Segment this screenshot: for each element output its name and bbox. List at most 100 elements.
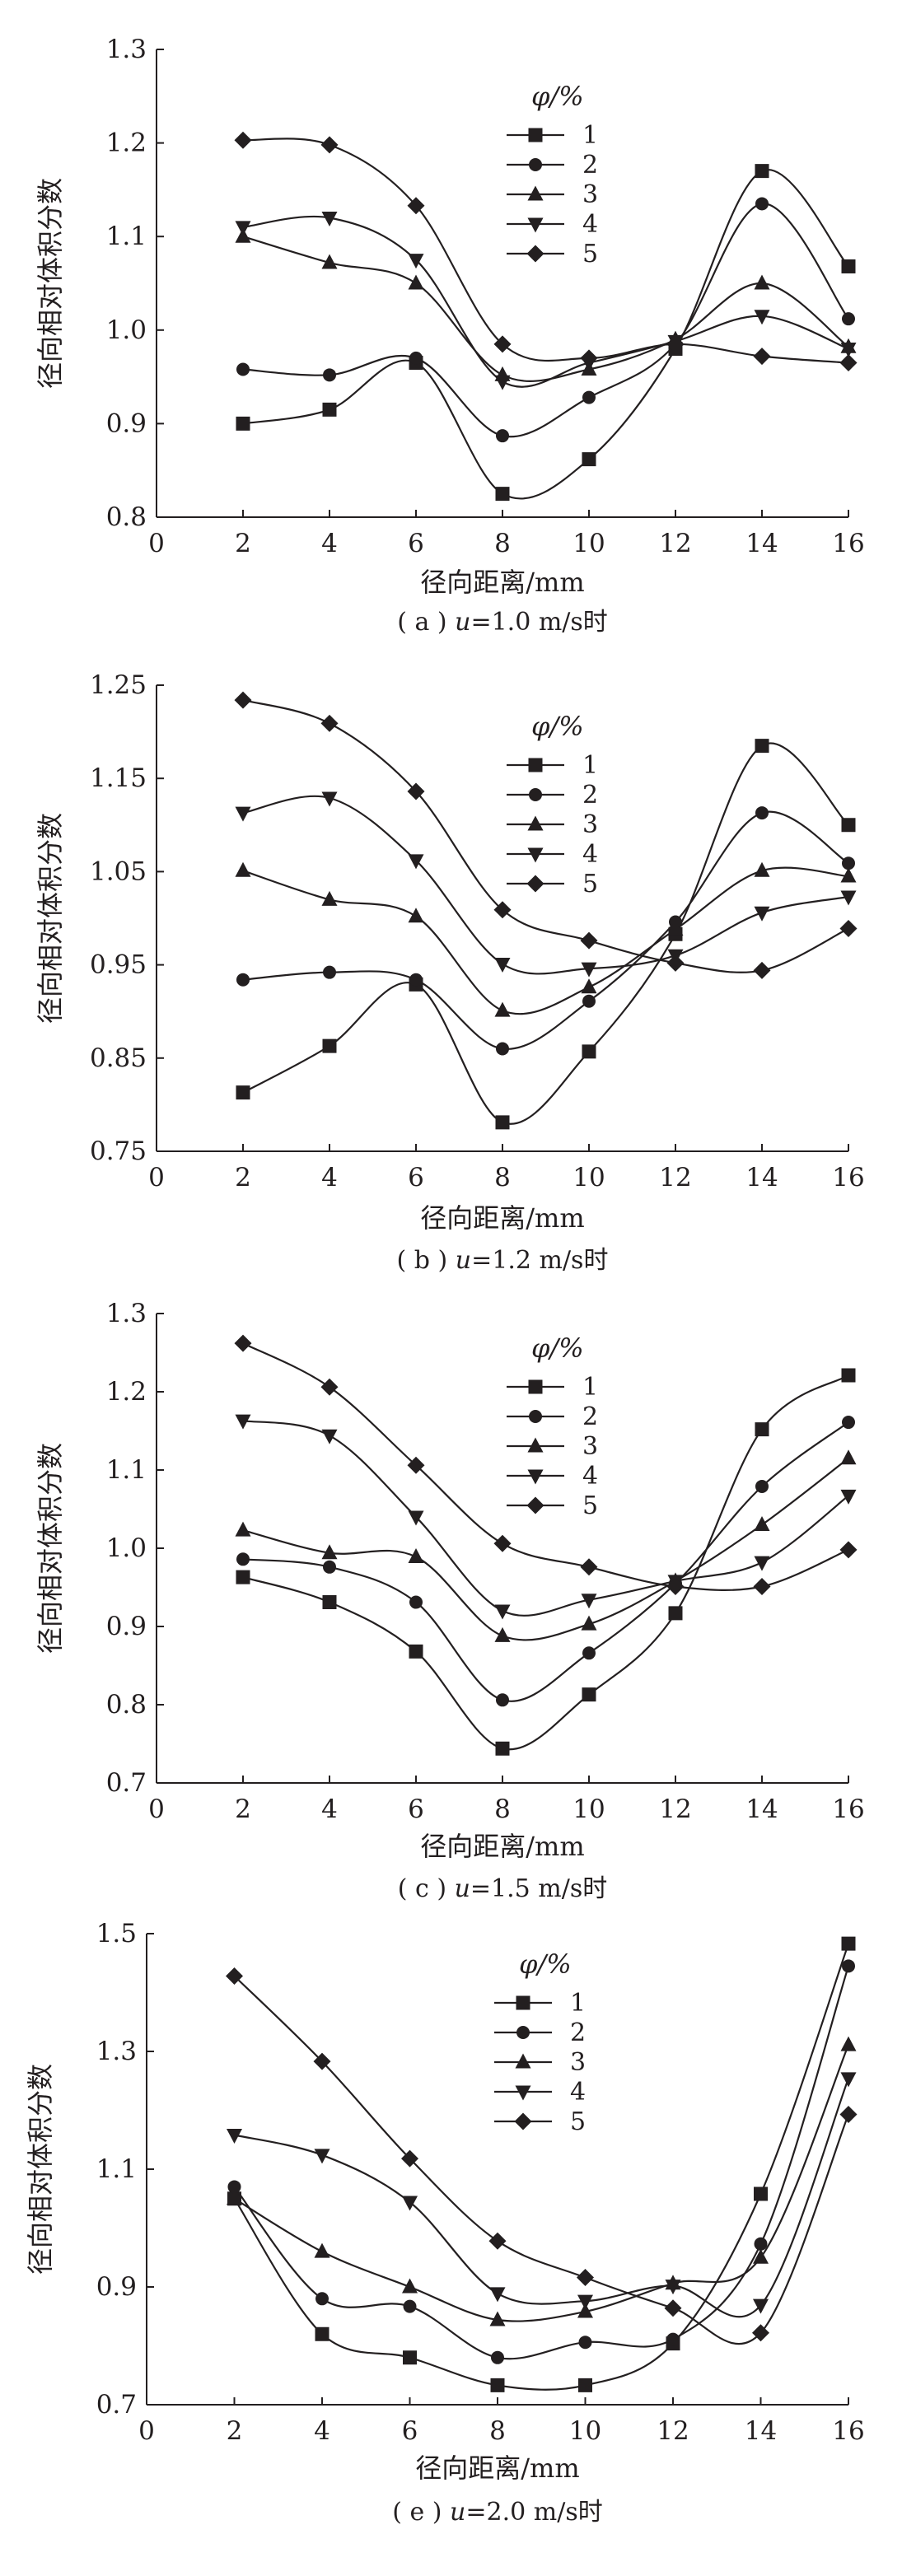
x-tick-label: 6: [402, 2416, 418, 2446]
legend-marker: [526, 1496, 544, 1514]
series-line-5: [242, 138, 849, 364]
legend-label: 5: [582, 1491, 598, 1520]
data-point-2: [842, 856, 855, 870]
y-tick-label: 1.1: [96, 2154, 137, 2184]
data-point-3: [754, 1516, 770, 1531]
x-tick-label: 10: [569, 2416, 601, 2446]
x-tick-label: 16: [832, 2416, 864, 2446]
caption-part: =2.0 m/s时: [465, 2498, 602, 2527]
x-tick-label: 4: [321, 529, 338, 558]
series-1: [236, 1368, 856, 1756]
series-line-5: [233, 1975, 850, 2345]
legend-label: 1: [582, 1373, 598, 1402]
series-line-3: [242, 866, 849, 1015]
x-tick-label: 12: [657, 2416, 689, 2446]
x-axis-label: 径向距离/mm: [420, 1831, 584, 1862]
series-1: [227, 1936, 856, 2392]
data-point-5: [580, 931, 598, 950]
data-point-1: [754, 2186, 768, 2201]
chart-panel-1: 0 2 4 6 8 10 12 14 160.80.91.01.11.21.3径向相对体积分数径…: [35, 35, 865, 637]
legend-marker: [528, 128, 543, 142]
data-point-2: [409, 351, 423, 365]
series-line-2: [242, 1421, 849, 1702]
legend-label: 3: [582, 810, 598, 839]
series-4: [235, 791, 857, 978]
legend-label: 1: [582, 121, 598, 150]
data-point-2: [236, 973, 250, 987]
legend-marker: [514, 2112, 532, 2130]
data-point-3: [840, 867, 857, 883]
x-tick-label: 2: [235, 1794, 251, 1824]
data-point-4: [840, 890, 857, 906]
panel-caption: ( c ) u=1.5 m/s时: [398, 1874, 608, 1903]
legend-label: 2: [582, 781, 598, 810]
data-point-1: [409, 1644, 423, 1659]
x-tick-label: 6: [408, 529, 424, 558]
legend-marker: [528, 758, 543, 772]
data-point-4: [314, 2149, 330, 2164]
data-point-5: [313, 2052, 331, 2070]
data-point-2: [755, 806, 769, 820]
data-point-3: [235, 861, 251, 877]
data-point-4: [402, 2196, 418, 2211]
data-point-4: [665, 2280, 681, 2295]
data-point-2: [403, 2299, 417, 2313]
data-point-5: [666, 954, 685, 972]
y-tick-label: 1.25: [90, 670, 147, 700]
caption-part: ( c ): [398, 1874, 455, 1903]
chart-panel-3: 0 2 4 6 8 10 12 14 160.70.80.91.01.11.21.3径向相对体积…: [35, 1299, 865, 1903]
data-point-2: [755, 1479, 769, 1493]
series-line-2: [242, 203, 849, 438]
caption-part: =1.2 m/s时: [471, 1246, 608, 1275]
data-point-4: [577, 2294, 593, 2310]
series-3: [235, 861, 857, 1017]
x-tick-label: 2: [227, 2416, 243, 2446]
data-point-4: [227, 2129, 242, 2144]
data-point-4: [754, 310, 770, 325]
legend-marker: [526, 875, 544, 893]
data-point-5: [839, 919, 858, 937]
x-tick-label: 8: [494, 529, 511, 558]
x-tick-label: 10: [572, 529, 605, 558]
data-point-1: [403, 2350, 417, 2365]
data-point-2: [236, 362, 250, 376]
y-axis-label: 径向相对体积分数: [35, 1443, 66, 1654]
data-point-3: [494, 1001, 511, 1017]
x-tick-label: 12: [659, 529, 691, 558]
data-point-1: [841, 818, 856, 833]
data-point-5: [839, 2106, 858, 2124]
data-point-1: [668, 1606, 683, 1621]
panel-caption: ( a ) u=1.0 m/s时: [397, 608, 608, 637]
legend-marker: [528, 1379, 543, 1394]
data-point-3: [753, 2248, 769, 2264]
data-point-3: [754, 861, 770, 877]
x-tick-label: 6: [408, 1163, 424, 1192]
chart-panel-4: 0 2 4 6 8 10 12 14 160.70.91.11.31.5径向相对体积分数径向距离…: [25, 1919, 865, 2527]
y-tick-label: 1.05: [90, 856, 147, 886]
y-tick-label: 1.5: [96, 1919, 137, 1948]
y-tick-label: 1.1: [106, 222, 147, 251]
series-4: [227, 2072, 857, 2318]
series-2: [236, 1416, 855, 1707]
data-point-2: [842, 312, 855, 326]
legend-marker: [527, 847, 544, 863]
data-point-2: [323, 965, 336, 979]
y-axis-label: 径向相对体积分数: [25, 2064, 56, 2275]
data-point-5: [407, 197, 425, 215]
series-5: [234, 691, 858, 979]
data-point-1: [841, 1936, 856, 1951]
data-point-2: [842, 1416, 855, 1430]
data-point-4: [235, 1414, 251, 1430]
x-tick-label: 14: [745, 529, 778, 558]
legend-label: 1: [570, 1989, 586, 2018]
data-point-1: [582, 452, 596, 467]
series-5: [226, 1967, 858, 2345]
data-point-2: [227, 2180, 241, 2194]
legend-label: 3: [582, 1432, 598, 1461]
caption-part: u: [456, 1246, 471, 1275]
chart-panel-2: 0 2 4 6 8 10 12 14 160.750.850.951.051.151.25径向相…: [35, 670, 865, 1275]
y-tick-label: 0.75: [90, 1136, 147, 1166]
